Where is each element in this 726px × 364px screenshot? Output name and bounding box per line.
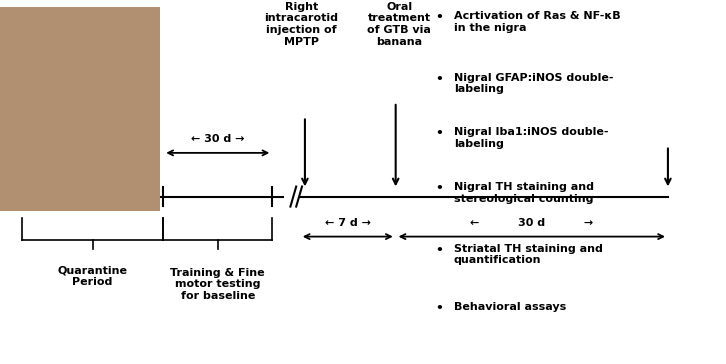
Text: ← 30 d →: ← 30 d → <box>191 134 245 144</box>
Text: •: • <box>436 182 444 195</box>
Text: Striatal TH staining and
quantification: Striatal TH staining and quantification <box>454 244 603 265</box>
Text: Nigral TH staining and
stereological counting: Nigral TH staining and stereological cou… <box>454 182 594 203</box>
Text: Oral
treatment
of GTB via
banana: Oral treatment of GTB via banana <box>367 2 431 47</box>
Text: ←          30 d          →: ← 30 d → <box>470 218 593 228</box>
Text: ← 7 d →: ← 7 d → <box>325 218 371 228</box>
Text: Acrtivation of Ras & NF-κB
in the nigra: Acrtivation of Ras & NF-κB in the nigra <box>454 11 621 32</box>
Text: Quarantine
Period: Quarantine Period <box>57 266 128 287</box>
Text: •: • <box>436 11 444 24</box>
Text: Training & Fine
motor testing
for baseline: Training & Fine motor testing for baseli… <box>171 268 265 301</box>
Text: ← 30 d →: ← 30 d → <box>66 134 119 144</box>
Text: Behavioral assays: Behavioral assays <box>454 302 566 312</box>
Text: Nigral Iba1:iNOS double-
labeling: Nigral Iba1:iNOS double- labeling <box>454 127 608 149</box>
Text: •: • <box>436 73 444 86</box>
Text: •: • <box>436 127 444 141</box>
Text: Nigral GFAP:iNOS double-
labeling: Nigral GFAP:iNOS double- labeling <box>454 73 613 94</box>
Text: Right
intracarotid
injection of
MPTP: Right intracarotid injection of MPTP <box>264 2 338 47</box>
Text: •: • <box>436 302 444 315</box>
Text: •: • <box>436 244 444 257</box>
